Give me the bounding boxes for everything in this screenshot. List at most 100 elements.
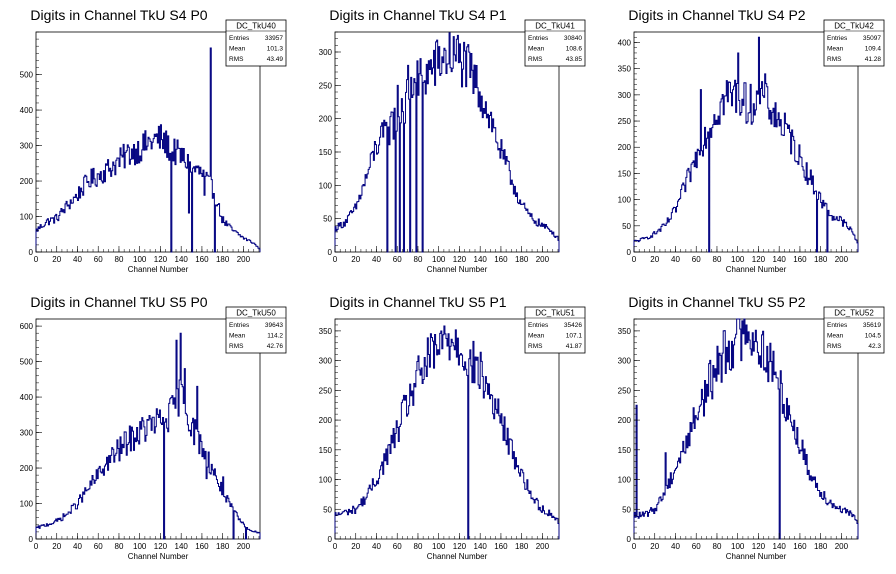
y-tick-label: 250 <box>618 386 632 395</box>
histogram-series <box>633 318 859 540</box>
x-axis-label: Channel Number <box>427 552 488 561</box>
stats-entries-value: 39643 <box>265 322 283 329</box>
plot-frame <box>35 318 261 540</box>
x-tick-label: 160 <box>195 255 209 264</box>
y-tick-label: 250 <box>618 117 632 126</box>
stats-entries-value: 30840 <box>564 35 582 42</box>
x-tick-label: 60 <box>692 255 701 264</box>
y-tick-label: 50 <box>622 505 631 514</box>
stats-rms-value: 42.76 <box>267 343 284 350</box>
chart-title: Digits in Channel TkU S5 P2 <box>628 294 805 310</box>
stats-name: DC_TkU41 <box>535 22 575 31</box>
y-tick-label: 50 <box>323 215 332 224</box>
stats-rms-label: RMS <box>229 56 244 63</box>
x-tick-label: 200 <box>835 255 849 264</box>
stats-box <box>225 306 287 354</box>
x-axis-label: Channel Number <box>726 552 787 561</box>
stats-rms-label: RMS <box>827 343 842 350</box>
y-tick-label: 100 <box>319 181 333 190</box>
histogram-series <box>334 32 560 253</box>
x-tick-label: 80 <box>414 542 423 551</box>
x-axis-label: Channel Number <box>128 265 189 274</box>
plot-frame <box>334 31 560 253</box>
y-tick-label: 400 <box>618 38 632 47</box>
x-tick-label: 100 <box>731 255 745 264</box>
x-tick-label: 180 <box>814 542 828 551</box>
y-tick-label: 200 <box>319 115 333 124</box>
stats-mean-value: 107.1 <box>566 333 583 340</box>
x-tick-label: 160 <box>195 542 209 551</box>
stats-mean-value: 108.6 <box>566 46 583 53</box>
y-tick-label: 100 <box>618 196 632 205</box>
stats-entries-value: 33957 <box>265 35 283 42</box>
stats-entries-label: Entries <box>827 35 848 42</box>
stats-name: DC_TkU50 <box>236 309 276 318</box>
x-tick-label: 0 <box>34 255 39 264</box>
y-tick-label: 250 <box>319 386 333 395</box>
histogram-pad-s4-p1: Digits in Channel TkU S4 P1 0 20 40 60 80 100 1… <box>299 0 597 287</box>
x-tick-label: 0 <box>34 542 39 551</box>
stats-rms-value: 43.49 <box>267 56 284 63</box>
x-tick-label: 40 <box>73 542 82 551</box>
histogram-pad-s4-p2: Digits in Channel TkU S4 P2 0 20 40 60 80 100 1… <box>598 0 896 287</box>
y-tick-label: 400 <box>20 106 34 115</box>
y-tick-label: 600 <box>20 322 34 331</box>
stats-mean-label: Mean <box>827 46 844 53</box>
stats-name: DC_TkU42 <box>834 22 874 31</box>
histogram-svg: Digits in Channel TkU S5 P0 0 20 40 60 80 100 1… <box>20 294 287 561</box>
stats-mean-label: Mean <box>229 333 246 340</box>
x-tick-label: 180 <box>515 255 529 264</box>
stats-box <box>823 19 885 67</box>
stats-entries-label: Entries <box>229 35 250 42</box>
stats-entries-value: 35426 <box>564 322 582 329</box>
x-tick-label: 0 <box>632 255 637 264</box>
chart-title: Digits in Channel TkU S4 P1 <box>329 7 506 23</box>
y-tick-label: 350 <box>319 327 333 336</box>
histogram-svg: Digits in Channel TkU S4 P0 0 20 40 60 80 100 1… <box>20 7 287 274</box>
y-tick-label: 250 <box>319 81 333 90</box>
x-tick-label: 180 <box>515 542 529 551</box>
y-tick-label: 0 <box>328 248 333 257</box>
chart-title: Digits in Channel TkU S4 P0 <box>30 7 207 23</box>
stats-box <box>524 19 586 67</box>
stats-mean-value: 109.4 <box>865 46 882 53</box>
x-tick-label: 0 <box>333 542 338 551</box>
y-tick-label: 200 <box>20 464 34 473</box>
x-tick-label: 100 <box>731 542 745 551</box>
x-tick-label: 140 <box>175 542 189 551</box>
x-tick-label: 200 <box>835 542 849 551</box>
x-tick-label: 0 <box>333 255 338 264</box>
y-tick-label: 300 <box>618 357 632 366</box>
y-tick-label: 300 <box>319 48 333 57</box>
stats-rms-value: 43.85 <box>566 56 583 63</box>
x-tick-label: 40 <box>671 255 680 264</box>
x-tick-label: 180 <box>814 255 828 264</box>
x-tick-label: 160 <box>793 542 807 551</box>
x-tick-label: 120 <box>752 542 766 551</box>
y-tick-label: 100 <box>319 476 333 485</box>
chart-title: Digits in Channel TkU S5 P0 <box>30 294 207 310</box>
stats-entries-value: 35619 <box>863 322 881 329</box>
stats-entries-label: Entries <box>528 322 549 329</box>
x-tick-label: 60 <box>393 542 402 551</box>
histogram-pad-s5-p1: Digits in Channel TkU S5 P1 0 20 40 60 80 100 1… <box>299 287 597 574</box>
x-tick-label: 20 <box>351 255 360 264</box>
x-tick-label: 100 <box>432 255 446 264</box>
x-tick-label: 80 <box>713 542 722 551</box>
plot-frame <box>35 31 261 253</box>
x-tick-label: 120 <box>154 255 168 264</box>
y-tick-label: 350 <box>618 65 632 74</box>
x-tick-label: 160 <box>793 255 807 264</box>
x-tick-label: 120 <box>453 542 467 551</box>
stats-mean-label: Mean <box>229 46 246 53</box>
x-tick-label: 200 <box>536 542 550 551</box>
y-tick-label: 0 <box>627 535 632 544</box>
x-tick-label: 140 <box>773 255 787 264</box>
x-tick-label: 20 <box>650 255 659 264</box>
x-axis-label: Channel Number <box>128 552 189 561</box>
y-tick-label: 150 <box>618 446 632 455</box>
x-tick-label: 20 <box>52 255 61 264</box>
plot-frame <box>334 318 560 540</box>
y-tick-label: 200 <box>618 416 632 425</box>
stats-mean-label: Mean <box>528 333 545 340</box>
